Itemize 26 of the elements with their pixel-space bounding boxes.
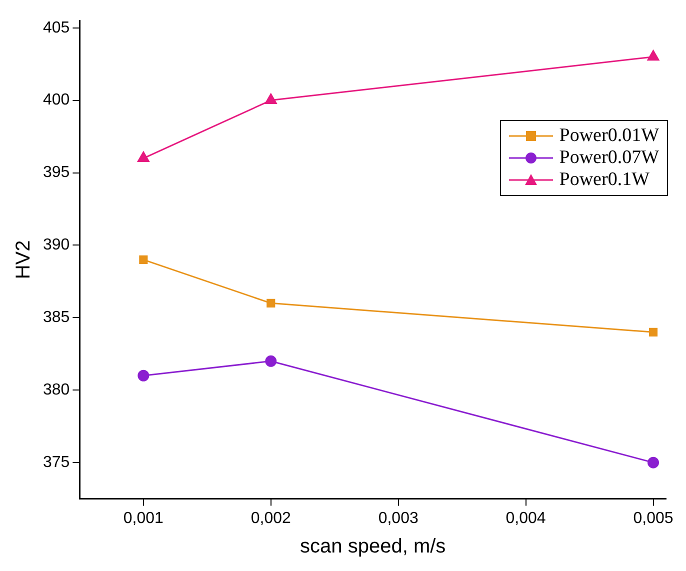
x-tick-label: 0,004: [506, 510, 546, 527]
point: [264, 94, 277, 104]
legend-label: Power0.1W: [559, 169, 650, 191]
x-tick-label: 0,002: [250, 510, 291, 527]
point: [265, 355, 277, 367]
point: [266, 298, 276, 308]
y-tick-label: 385: [42, 309, 70, 326]
point: [137, 152, 150, 162]
x-tick-label: 0,001: [123, 510, 164, 527]
x-axis-title: scan speed, m/s: [300, 536, 446, 558]
point: [648, 456, 660, 468]
y-tick-label: 380: [42, 382, 70, 399]
y-tick-label: 395: [42, 164, 70, 182]
point: [648, 328, 658, 336]
y-axis-title: HV2: [12, 240, 35, 280]
x-tick-label: 0,005: [633, 510, 674, 527]
y-tick-label: 400: [42, 92, 70, 109]
point: [647, 50, 660, 61]
point: [138, 370, 150, 382]
point: [139, 255, 148, 264]
legend-label: Power0.01W: [559, 125, 659, 147]
y-tick-label: 390: [42, 236, 70, 254]
y-tick-label: 375: [42, 454, 70, 471]
y-tick-label: 405: [42, 19, 70, 36]
x-tick-label: 0,003: [378, 510, 418, 527]
legend-label: Power0.07W: [559, 147, 659, 169]
